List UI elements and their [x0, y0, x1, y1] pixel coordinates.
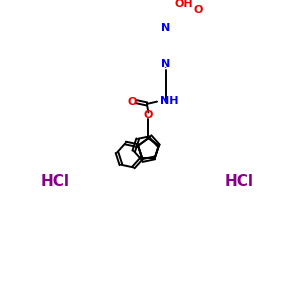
Text: HCl: HCl [225, 174, 254, 189]
Text: O: O [128, 97, 137, 106]
Text: NH: NH [160, 96, 178, 106]
Text: O: O [144, 110, 153, 120]
Text: N: N [161, 23, 170, 33]
Text: O: O [194, 5, 203, 15]
Text: N: N [161, 59, 170, 69]
Text: OH: OH [175, 0, 194, 9]
Text: HCl: HCl [40, 174, 70, 189]
